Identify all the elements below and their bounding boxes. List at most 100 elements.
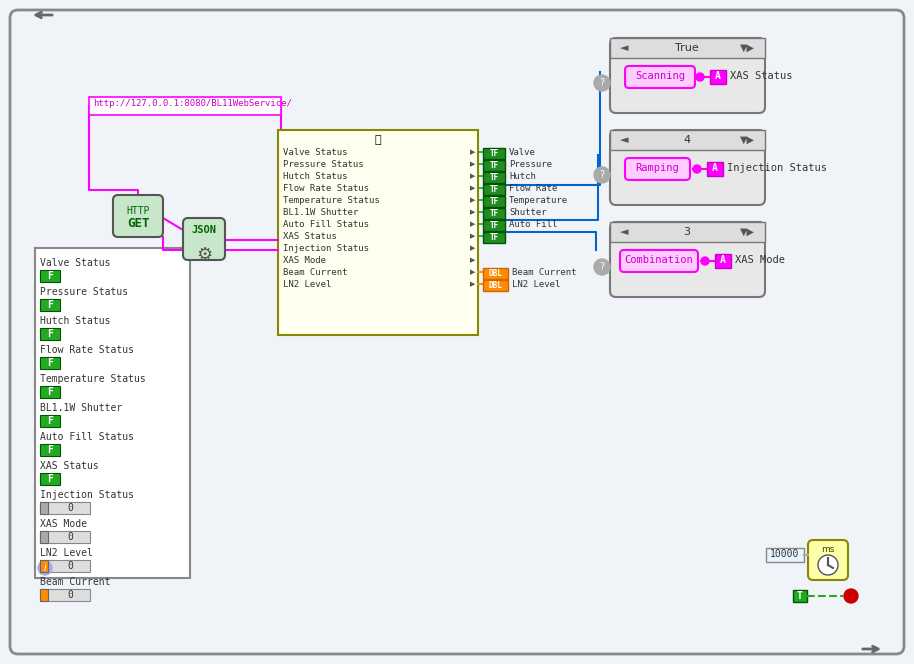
Text: TF: TF [489, 149, 499, 158]
FancyBboxPatch shape [625, 158, 690, 180]
Text: XAS Mode: XAS Mode [40, 519, 87, 529]
Text: ▶: ▶ [470, 209, 475, 215]
Text: XAS Status: XAS Status [283, 232, 336, 241]
Text: 0: 0 [67, 532, 73, 542]
Text: ?: ? [600, 78, 604, 88]
FancyBboxPatch shape [483, 232, 505, 243]
Text: F: F [47, 416, 53, 426]
FancyBboxPatch shape [483, 280, 508, 291]
Text: TF: TF [489, 209, 499, 218]
Text: Beam Current: Beam Current [283, 268, 347, 277]
Text: Auto Fill Status: Auto Fill Status [40, 432, 134, 442]
Text: XAS Mode: XAS Mode [283, 256, 326, 265]
Text: Pressure Status: Pressure Status [40, 287, 128, 297]
Text: TF: TF [489, 233, 499, 242]
Text: TF: TF [489, 197, 499, 206]
Circle shape [594, 259, 610, 275]
FancyBboxPatch shape [40, 531, 90, 543]
Text: ?: ? [600, 170, 604, 180]
Circle shape [818, 555, 838, 575]
Text: Hutch: Hutch [509, 172, 536, 181]
FancyBboxPatch shape [40, 589, 48, 601]
Text: Temperature: Temperature [509, 196, 569, 205]
FancyBboxPatch shape [610, 38, 765, 58]
Text: BL1.1W Shutter: BL1.1W Shutter [283, 208, 358, 217]
Text: F: F [47, 329, 53, 339]
Circle shape [594, 167, 610, 183]
Text: Valve: Valve [509, 148, 536, 157]
Text: ▶: ▶ [470, 221, 475, 227]
FancyBboxPatch shape [40, 531, 48, 543]
Text: 3: 3 [684, 227, 690, 237]
Text: Beam Current: Beam Current [40, 577, 111, 587]
FancyBboxPatch shape [40, 560, 48, 572]
Text: Valve Status: Valve Status [283, 148, 347, 157]
Circle shape [693, 165, 701, 173]
FancyBboxPatch shape [278, 130, 478, 335]
Text: ▶: ▶ [470, 269, 475, 275]
Text: ▶: ▶ [470, 281, 475, 287]
Text: Hutch Status: Hutch Status [40, 316, 111, 326]
FancyBboxPatch shape [625, 66, 695, 88]
FancyBboxPatch shape [793, 590, 807, 602]
Text: Injection Status: Injection Status [283, 244, 369, 253]
Text: ▶: ▶ [470, 257, 475, 263]
Text: JSON: JSON [192, 225, 217, 235]
Text: 🔑: 🔑 [375, 135, 381, 145]
Text: BL1.1W Shutter: BL1.1W Shutter [40, 403, 122, 413]
Text: 10000: 10000 [771, 549, 800, 559]
FancyBboxPatch shape [40, 444, 60, 456]
Text: ▶: ▶ [470, 173, 475, 179]
Text: A: A [712, 163, 717, 173]
FancyBboxPatch shape [40, 560, 90, 572]
FancyBboxPatch shape [808, 540, 848, 580]
Text: Injection Status: Injection Status [727, 163, 827, 173]
FancyBboxPatch shape [40, 589, 90, 601]
Text: F: F [47, 474, 53, 484]
Text: Valve Status: Valve Status [40, 258, 111, 268]
Text: F: F [47, 300, 53, 310]
Text: 0: 0 [67, 561, 73, 571]
Text: DBL: DBL [488, 269, 502, 278]
Text: ▼▶: ▼▶ [740, 135, 755, 145]
FancyBboxPatch shape [483, 160, 505, 171]
Text: ▶: ▶ [470, 233, 475, 239]
Text: Combination: Combination [624, 255, 694, 265]
FancyBboxPatch shape [715, 254, 731, 268]
FancyBboxPatch shape [113, 195, 163, 237]
Text: ◄: ◄ [620, 43, 629, 53]
Text: GET: GET [127, 217, 149, 230]
Circle shape [38, 561, 52, 575]
Text: F: F [47, 387, 53, 397]
Text: ◄: ◄ [620, 227, 629, 237]
Text: Flow Rate Status: Flow Rate Status [40, 345, 134, 355]
Text: Scanning: Scanning [635, 71, 685, 81]
Text: Flow Rate Status: Flow Rate Status [283, 184, 369, 193]
Circle shape [594, 75, 610, 91]
FancyBboxPatch shape [707, 162, 723, 176]
Text: ?: ? [600, 262, 604, 272]
FancyBboxPatch shape [40, 386, 60, 398]
Text: ◄: ◄ [620, 135, 629, 145]
Text: ▶: ▶ [470, 161, 475, 167]
Text: XAS Status: XAS Status [40, 461, 99, 471]
FancyBboxPatch shape [610, 130, 765, 205]
FancyBboxPatch shape [40, 502, 90, 514]
Text: ▶: ▶ [470, 149, 475, 155]
FancyBboxPatch shape [610, 222, 765, 297]
Text: 4: 4 [684, 135, 691, 145]
Text: Temperature Status: Temperature Status [40, 374, 145, 384]
Text: Flow Rate: Flow Rate [509, 184, 558, 193]
Circle shape [844, 589, 858, 603]
FancyBboxPatch shape [40, 415, 60, 427]
Text: XAS Mode: XAS Mode [735, 255, 785, 265]
FancyBboxPatch shape [40, 328, 60, 340]
Text: ms: ms [822, 545, 834, 554]
Text: ▼▶: ▼▶ [740, 227, 755, 237]
Text: Ramping: Ramping [635, 163, 679, 173]
Text: 0: 0 [67, 590, 73, 600]
Text: Hutch Status: Hutch Status [283, 172, 347, 181]
Text: LN2 Level: LN2 Level [512, 280, 560, 289]
Text: LN2 Level: LN2 Level [40, 548, 93, 558]
Text: Shutter: Shutter [509, 208, 547, 217]
